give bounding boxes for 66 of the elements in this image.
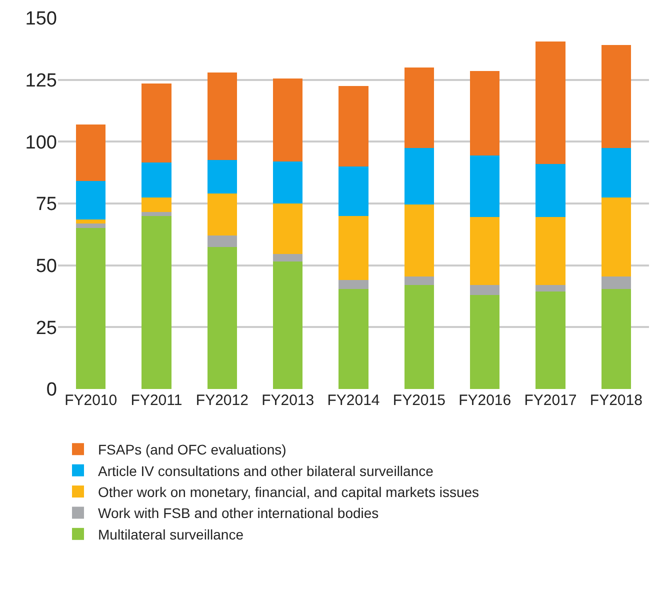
bar [601,276,631,289]
bar [207,246,237,389]
bar [207,236,237,247]
bar [76,181,106,220]
bar [142,197,172,212]
x-tick-label: FY2012 [196,392,248,409]
bar [142,84,172,163]
bar [207,194,237,236]
bar [338,166,368,216]
bar [404,285,434,389]
bar [273,161,303,204]
bar [273,78,303,162]
bar [601,197,631,276]
bar [470,295,500,389]
bar [470,285,500,296]
bar [76,223,106,228]
y-tick-label: 100 [25,132,57,154]
bar [338,216,368,280]
x-tick-label: FY2010 [64,392,118,409]
bar [470,217,500,286]
bar [338,86,368,166]
x-tick-label: FY2016 [458,392,512,409]
bar [470,71,500,156]
bar [470,155,500,218]
bar [404,148,434,205]
bar [76,228,106,389]
bar [207,72,237,160]
x-tick-label: FY2018 [590,392,642,409]
x-tick-label: FY2015 [392,392,446,409]
bar [601,45,631,148]
bar [76,220,106,224]
x-tick-label: FY2013 [262,392,314,409]
bar [338,280,368,289]
bar [338,288,368,389]
legend-label: Article IV consultations and other bilateral surveillance [98,462,434,479]
legend-label: Other work on monetary, financial, and capital markets issues [98,484,480,500]
bar [142,216,172,389]
legend-label: FSAPs (and OFC evaluations) [98,442,286,458]
bar [536,285,566,292]
bar [536,42,566,164]
bar [601,148,631,198]
legend-label: Work with FSB and other international bodies [98,505,379,522]
bar [404,67,434,148]
y-tick-label: 125 [25,70,57,92]
y-tick-label: 50 [36,256,57,277]
bar [536,164,566,218]
bar [142,212,172,216]
x-tick-label: FY2011 [130,392,182,409]
bar [207,160,237,194]
bar [142,162,172,198]
y-tick-label: 150 [25,8,57,30]
y-tick-label: 25 [36,318,57,339]
bar [273,254,303,262]
bar [404,276,434,286]
y-tick-label: 75 [36,194,57,216]
bar [536,217,566,286]
x-tick-label: FY2017 [524,392,577,409]
bar [273,262,303,389]
y-tick-label: 0 [46,380,57,401]
bar [601,288,631,389]
bar [76,124,106,182]
bar [404,204,434,276]
x-tick-label: FY2014 [327,392,380,409]
bar [536,291,566,389]
legend-label: Multilateral surveillance [98,526,244,542]
bar [273,204,303,254]
